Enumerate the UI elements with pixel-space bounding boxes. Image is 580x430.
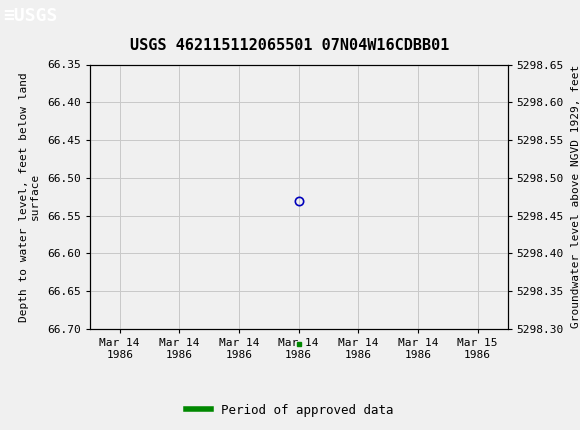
- Legend: Period of approved data: Period of approved data: [181, 399, 399, 421]
- Text: ≡USGS: ≡USGS: [3, 7, 57, 25]
- Y-axis label: Groundwater level above NGVD 1929, feet: Groundwater level above NGVD 1929, feet: [571, 65, 580, 329]
- Text: USGS 462115112065501 07N04W16CDBB01: USGS 462115112065501 07N04W16CDBB01: [130, 38, 450, 52]
- Y-axis label: Depth to water level, feet below land
surface: Depth to water level, feet below land su…: [19, 72, 40, 322]
